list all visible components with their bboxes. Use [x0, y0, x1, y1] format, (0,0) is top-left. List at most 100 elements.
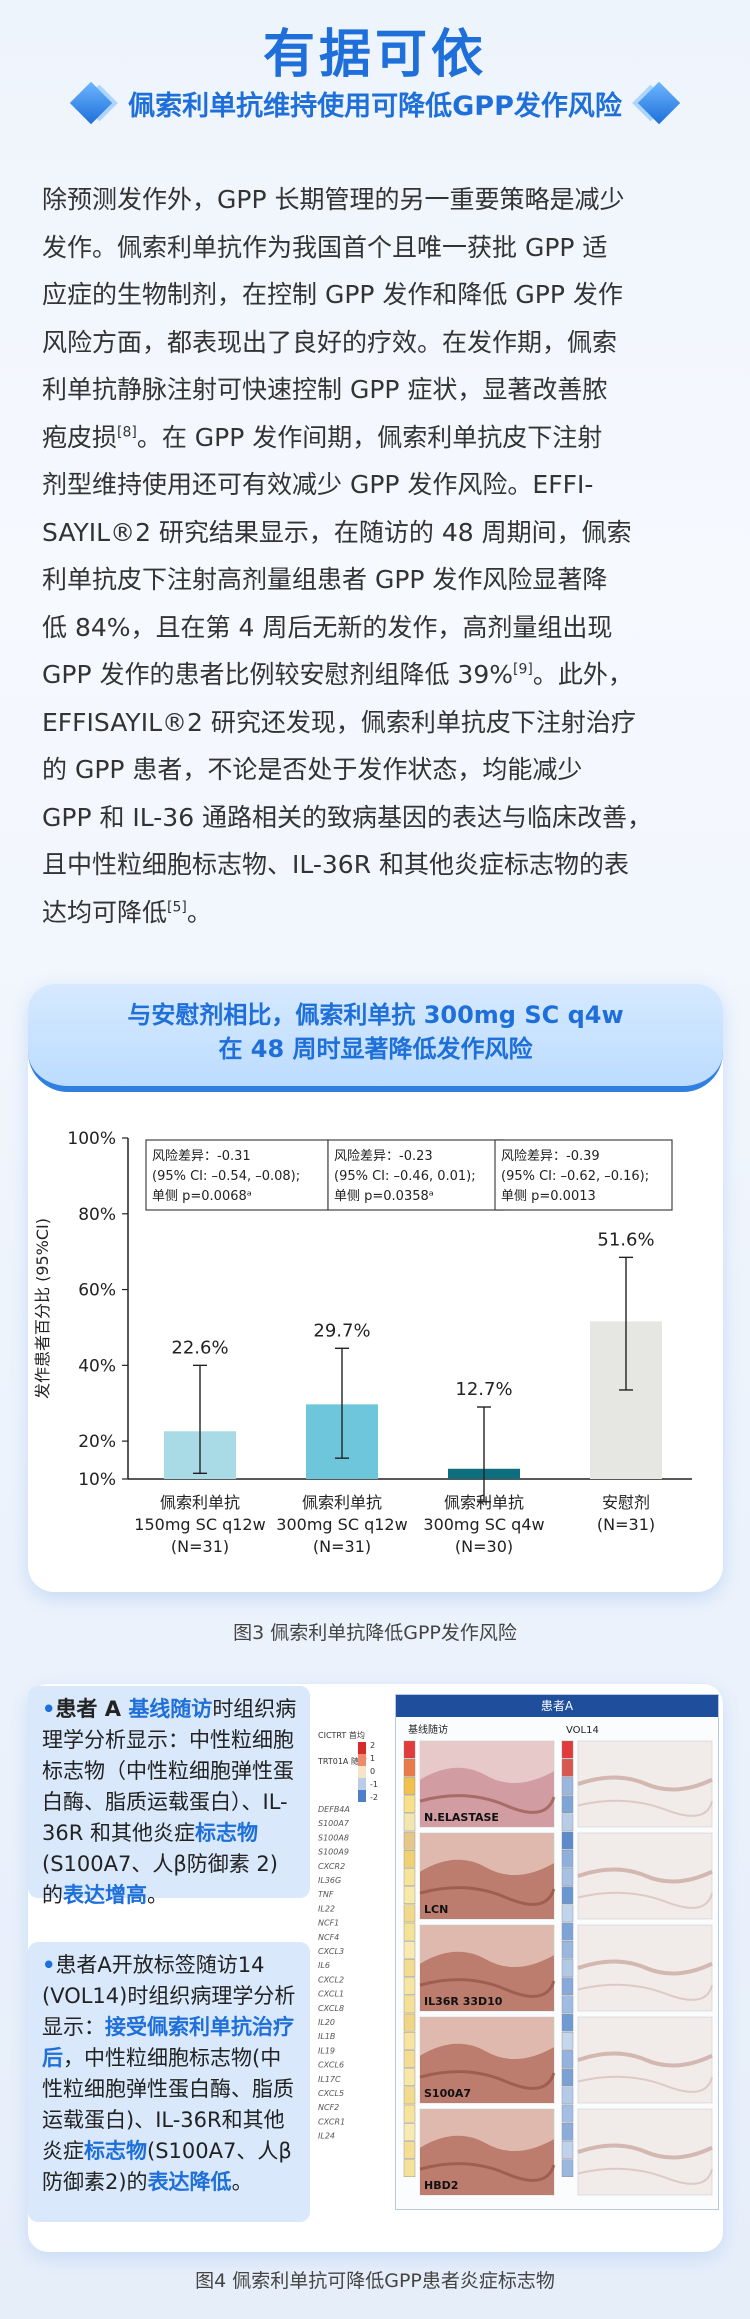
- scale-label: -2: [370, 1793, 378, 1802]
- heatmap-cell: [403, 2050, 416, 2068]
- bullet-vol14: •患者A开放标签随访14 (VOL14)时组织病理学分析显示：接受佩索利单抗治疗…: [28, 1942, 310, 2222]
- histology-image-vol14: [577, 2016, 713, 2104]
- scale-swatch: [358, 1754, 366, 1766]
- gene-label: CXCL3: [318, 1947, 344, 1956]
- annotation-box: 风险差异：-0.31 (95% CI: –0.54, –0.08); 单侧 p=0.…: [145, 1139, 329, 1211]
- data-label: 22.6%: [171, 1337, 228, 1358]
- scale-label: -1: [370, 1780, 378, 1789]
- heatmap-cell: [403, 2032, 416, 2050]
- gene-label: NCF4: [318, 1933, 339, 1942]
- bar-chart: 10% 20% 40% 60% 80% 100% 发作患者百分比 (95%CI) 22.6% 佩…: [33, 1129, 692, 1556]
- heatmap-cell: [403, 1759, 416, 1777]
- heatmap-cell: [403, 1959, 416, 1977]
- gene-label: IL1B: [318, 2032, 335, 2041]
- heatmap-cell: [561, 1904, 574, 1923]
- heatmap-cell: [403, 1777, 416, 1795]
- stain-label: HBD2: [424, 2179, 458, 2192]
- annotation-text: 单侧 p=0.0358ᵃ: [334, 1189, 434, 1204]
- heatmap-cell: [561, 1977, 574, 1996]
- y-axis-label: 发作患者百分比 (95%CI): [33, 1218, 52, 1399]
- body-paragraph: 除预测发作外，GPP 长期管理的另一重要策略是减少 发作。佩索利单抗作为我国首个…: [42, 185, 653, 927]
- subtitle-banner: 佩索利单抗维持使用可降低GPP发作风险: [30, 76, 720, 130]
- gene-label: IL36G: [318, 1876, 341, 1885]
- gene-label: CXCL8: [318, 2004, 344, 2013]
- annotation-text: 单侧 p=0.0068ᵃ: [152, 1189, 252, 1204]
- category-label: 佩索利单抗: [302, 1493, 382, 1512]
- chart-header-line2: 在 48 周时显著降低发作风险: [218, 1035, 533, 1063]
- gene-label: NCF1: [318, 1919, 339, 1928]
- gene-label: IL22: [318, 1904, 335, 1913]
- gene-label: CXCL5: [318, 2089, 344, 2098]
- heatmap-cell: [561, 1759, 574, 1777]
- heatmap-cell: [403, 1831, 416, 1850]
- ref-8: [8]: [117, 424, 137, 441]
- bullet-baseline: •患者 A 基线随访时组织病理学分析显示：中性粒细胞标志物（中性粒细胞弹性蛋白酶…: [28, 1686, 310, 1907]
- gene-legend: CICTRT 首均 TRT01A 随访2 1 0 -1 -2 DEFB4A S100A7 S10…: [317, 1730, 378, 2141]
- heatmap-cell: [403, 1886, 416, 1905]
- histology-panel: 患者A 基线随访 VOL14 N.ELASTASE LCN IL36R 33D10 S10…: [395, 1694, 719, 2210]
- scale-swatch: [358, 1790, 366, 1802]
- gene-label: IL17C: [318, 2075, 341, 2084]
- heatmap-cell: [561, 1868, 574, 1886]
- histology-image-baseline: [419, 1740, 556, 1828]
- heatmap-cell: [403, 2123, 416, 2141]
- heatmap-cell: [403, 1995, 416, 2014]
- legend-title: CICTRT 首均: [318, 1730, 365, 1740]
- histology-image-baseline: [419, 2108, 556, 2196]
- annotation-box: 风险差异：-0.23 (95% CI: –0.46, 0.01); 单侧 p=0.0…: [327, 1139, 505, 1211]
- histology-image-vol14: [577, 1740, 713, 1828]
- chart-header-line1: 与安慰剂相比，佩索利单抗 300mg SC q4w: [127, 1001, 624, 1029]
- gene-label: CXCL6: [318, 2061, 344, 2070]
- gene-label: CXCL2: [318, 1975, 344, 1984]
- gene-label: TNF: [318, 1890, 334, 1899]
- heatmap-cell: [561, 2050, 574, 2068]
- y-tick-label: 100%: [67, 1129, 116, 1149]
- heatmap-cell: [561, 2123, 574, 2141]
- y-tick-label: 20%: [78, 1432, 116, 1452]
- heatmap-cell: [561, 1849, 574, 1868]
- gene-label: CXCR1: [318, 2117, 345, 2126]
- stain-label: N.ELASTASE: [424, 1811, 499, 1824]
- y-tick-label: 80%: [78, 1205, 116, 1225]
- col-header-vol14: VOL14: [566, 1725, 599, 1736]
- gene-label: CXCL1: [318, 1990, 344, 1999]
- data-label: 12.7%: [455, 1379, 512, 1400]
- y-tick-label: 10%: [78, 1470, 116, 1490]
- heatmap-cell: [561, 2032, 574, 2050]
- heatmap-cell: [561, 1995, 574, 2014]
- heatmap-cell: [561, 2159, 574, 2178]
- scale-label: 2: [370, 1741, 375, 1750]
- gene-label: IL24: [318, 2132, 335, 2141]
- annotation-text: 风险差异：-0.31: [152, 1149, 251, 1164]
- heatmap-cell: [403, 2141, 416, 2159]
- histology-image-vol14: [577, 2108, 713, 2196]
- scale-swatch: [358, 1742, 366, 1754]
- category-label: (N=31): [171, 1537, 229, 1556]
- diamond-left-icon: [69, 81, 113, 125]
- heatmap-cell: [403, 1795, 416, 1813]
- annotation-text: (95% CI: –0.62, –0.16);: [501, 1169, 649, 1184]
- category-label: (N=30): [455, 1537, 513, 1556]
- heatmap-cell: [403, 1849, 416, 1868]
- heatmap-cell: [403, 1940, 416, 1959]
- stain-label: S100A7: [424, 2087, 471, 2100]
- heatmap-cell: [403, 1740, 416, 1759]
- heatmap-cell: [403, 1868, 416, 1886]
- heatmap-cell: [561, 1777, 574, 1795]
- annotation-text: 风险差异：-0.39: [501, 1149, 600, 1164]
- diamond-right-icon: [637, 81, 681, 125]
- heatmap-cell: [561, 1740, 574, 1759]
- annotation-text: (95% CI: –0.46, 0.01);: [334, 1169, 476, 1184]
- heatmap-cell: [561, 1831, 574, 1850]
- scale-label: 0: [370, 1767, 375, 1776]
- histology-image-baseline: [419, 1924, 556, 2012]
- heatmap-cell: [561, 1813, 574, 1832]
- chart-card: 与安慰剂相比，佩索利单抗 300mg SC q4w 在 48 周时显著降低发作风…: [28, 984, 723, 1592]
- fig3-caption: 图3 佩索利单抗降低GPP发作风险: [233, 1622, 517, 1644]
- annotation-box: 风险差异：-0.39 (95% CI: –0.62, –0.16); 单侧 p=0.…: [494, 1139, 673, 1211]
- heatmap-cell: [561, 1940, 574, 1959]
- histology-image-baseline: [419, 2016, 556, 2104]
- chart-card-header: 与安慰剂相比，佩索利单抗 300mg SC q4w 在 48 周时显著降低发作风…: [28, 984, 723, 1092]
- heatmap-cell: [561, 1886, 574, 1905]
- page-title: 有据可依: [262, 25, 487, 85]
